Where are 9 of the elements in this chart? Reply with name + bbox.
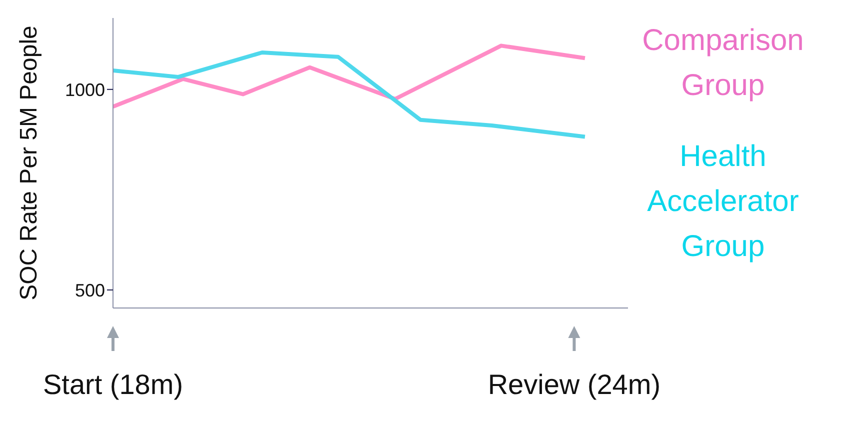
line-series — [113, 50, 587, 139]
text: Health Accelerator Group — [646, 139, 800, 265]
x-tick-label: Start (18m) — [42, 369, 184, 400]
series-label: Comparison Group — [641, 23, 805, 104]
y-axis-title: SOC Rate Per 5M People — [16, 26, 43, 300]
y-tick-label: 500 — [74, 280, 105, 300]
x-tick-label: Review (24m) — [488, 369, 661, 400]
y-tick-label: 1000 — [64, 80, 105, 100]
line-series — [113, 44, 587, 109]
